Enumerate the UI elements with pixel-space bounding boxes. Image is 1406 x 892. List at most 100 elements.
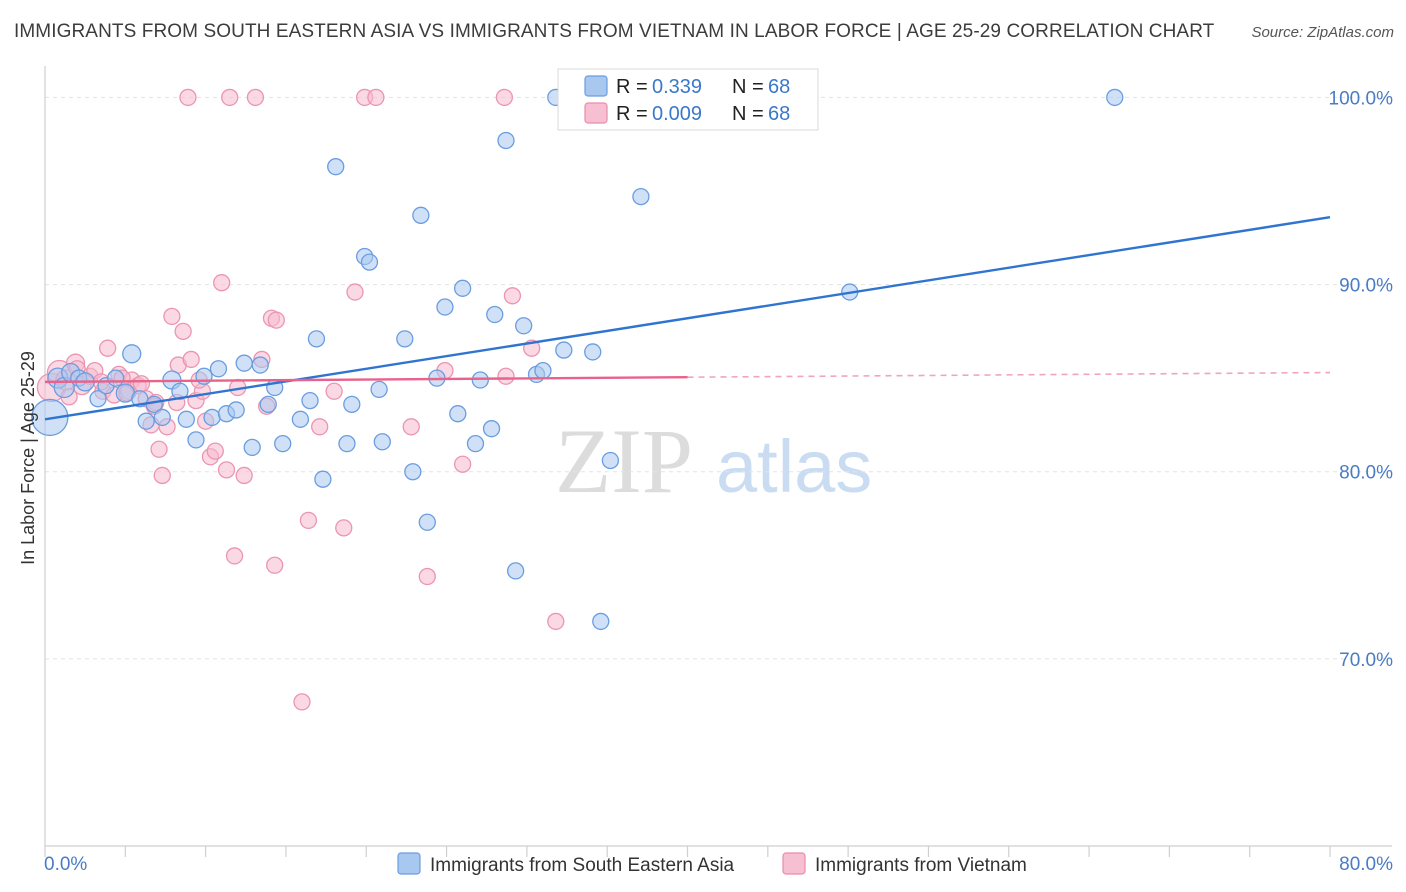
trend-line-vietnam-dashed — [687, 371, 1331, 379]
point-vietnam — [503, 287, 522, 305]
y-axis-label: In Labor Force | Age 25-29 — [18, 351, 38, 565]
point-vietnam — [402, 418, 420, 436]
legend-n-value-pink: 68 — [768, 103, 790, 125]
y-tick-labels: 70.0% 80.0% 90.0% 100.0% — [1329, 88, 1394, 670]
point-vietnam — [153, 466, 171, 485]
point-sea — [497, 131, 515, 150]
point-sea — [555, 341, 573, 359]
point-sea — [235, 354, 253, 372]
point-vietnam — [453, 455, 472, 473]
point-vietnam — [267, 311, 285, 329]
point-sea — [243, 438, 261, 457]
bottom-legend-swatch-pink — [782, 852, 806, 875]
point-sea — [412, 206, 430, 224]
point-vietnam — [221, 88, 239, 107]
y-tick-label: 90.0% — [1339, 276, 1393, 297]
point-sea — [301, 391, 319, 410]
y-tick-label: 80.0% — [1339, 463, 1393, 484]
bottom-legend-swatch-blue — [397, 852, 421, 875]
point-sea — [1106, 88, 1124, 107]
watermark-atlas: atlas — [716, 425, 872, 508]
point-sea — [259, 395, 277, 413]
point-sea — [418, 513, 436, 531]
point-vietnam — [547, 612, 565, 631]
point-sea — [338, 434, 356, 453]
point-vietnam — [174, 322, 192, 341]
point-vietnam — [150, 440, 168, 458]
point-sea — [453, 279, 472, 297]
point-vietnam — [367, 88, 385, 107]
point-sea — [209, 360, 228, 378]
point-sea — [515, 317, 533, 335]
point-sea — [274, 434, 292, 453]
point-sea — [307, 330, 326, 348]
series-legend: Immigrants from South Eastern Asia Immig… — [397, 852, 1027, 876]
series-vietnam-points — [36, 88, 565, 711]
point-sea — [601, 451, 620, 470]
point-sea — [187, 431, 205, 449]
point-sea — [404, 463, 422, 481]
point-vietnam — [213, 274, 231, 292]
series-sea-points — [31, 88, 1124, 631]
point-sea — [482, 420, 501, 438]
legend-swatch-pink — [584, 102, 608, 124]
point-sea — [343, 395, 361, 413]
legend-r-value-pink: 0.009 — [652, 103, 702, 125]
point-vietnam — [325, 382, 343, 400]
y-tick-label: 70.0% — [1339, 650, 1393, 671]
x-tick-label-min: 0.0% — [44, 854, 87, 875]
y-tick-label: 100.0% — [1329, 88, 1394, 109]
point-sea — [227, 401, 245, 419]
point-vietnam — [497, 367, 515, 385]
point-vietnam — [335, 519, 353, 537]
bottom-legend-label-vietnam: Immigrants from Vietnam — [815, 855, 1027, 876]
point-vietnam — [418, 567, 436, 586]
point-sea — [506, 562, 525, 580]
trend-lines — [44, 216, 1331, 421]
bottom-legend-label-sea: Immigrants from South Eastern Asia — [430, 855, 735, 876]
point-sea — [534, 362, 552, 380]
point-sea — [592, 612, 610, 631]
legend-n-label: N = — [732, 103, 764, 125]
point-vietnam — [132, 375, 151, 393]
point-vietnam — [206, 442, 224, 460]
point-vietnam — [311, 418, 329, 436]
point-vietnam — [235, 466, 253, 485]
legend-n-value-blue: 68 — [768, 76, 790, 98]
point-sea — [137, 412, 155, 430]
legend-swatch-blue — [584, 75, 608, 97]
point-vietnam — [495, 88, 514, 107]
point-sea — [122, 344, 142, 364]
point-sea — [327, 158, 345, 176]
point-vietnam — [179, 88, 197, 107]
gridlines — [45, 96, 1392, 660]
legend-r-label: R = — [616, 103, 648, 125]
point-vietnam — [225, 547, 244, 565]
point-sea — [486, 305, 504, 324]
point-sea — [396, 330, 414, 348]
point-sea — [471, 371, 489, 389]
point-sea — [584, 343, 602, 361]
point-sea — [153, 408, 171, 427]
point-sea — [370, 380, 388, 399]
point-vietnam — [98, 339, 117, 357]
legend-r-label: R = — [616, 76, 648, 98]
point-sea — [314, 470, 332, 488]
point-vietnam — [346, 283, 364, 301]
chart-title: IMMIGRANTS FROM SOUTH EASTERN ASIA VS IM… — [14, 21, 1215, 42]
point-sea — [632, 187, 650, 206]
point-sea — [436, 298, 454, 316]
point-sea — [107, 369, 125, 387]
point-sea — [203, 408, 221, 427]
point-vietnam — [299, 511, 318, 530]
point-vietnam — [217, 461, 236, 479]
point-sea — [177, 410, 196, 428]
point-sea — [89, 390, 107, 408]
source-label: Source: ZipAtlas.com — [1251, 24, 1394, 41]
point-sea — [360, 253, 379, 271]
trend-line-sea — [44, 216, 1331, 421]
x-tick-label-max: 80.0% — [1339, 854, 1393, 875]
legend-r-value-blue: 0.339 — [652, 76, 702, 98]
point-sea — [291, 410, 310, 428]
